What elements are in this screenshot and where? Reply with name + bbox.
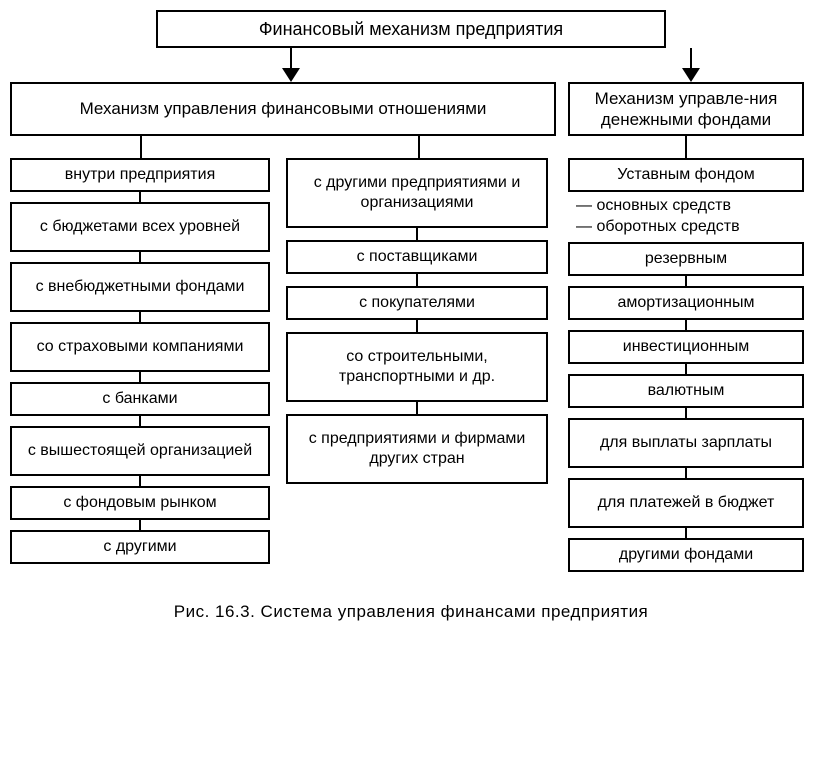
list-item: с внебюджетными фондами bbox=[10, 262, 270, 312]
list-item: с покупателями bbox=[286, 286, 548, 320]
branch-right: Механизм управле-ния денежными фондами У… bbox=[568, 82, 804, 572]
arrow-icon bbox=[282, 68, 300, 82]
list-item: со строительными, транспортными и др. bbox=[286, 332, 548, 402]
list-item: с другими пред­приятиями и орга­низациям… bbox=[286, 158, 548, 228]
figure-caption: Рис. 16.3. Система управления финансами … bbox=[10, 602, 812, 622]
list-item: с бюджетами всех уровней bbox=[10, 202, 270, 252]
list-item: валютным bbox=[568, 374, 804, 408]
left-col-1: с другими пред­приятиями и орга­низациям… bbox=[286, 158, 548, 484]
list-item: с фондовым рынком bbox=[10, 486, 270, 520]
list-item: со страховыми компаниями bbox=[10, 322, 270, 372]
diagram-root-wrap: Финансовый механизм предприятия Механизм… bbox=[10, 10, 812, 572]
list-item: резервным bbox=[568, 242, 804, 276]
root-box: Финансовый механизм предприятия bbox=[156, 10, 666, 48]
branch-left: Механизм управления финансовыми отношени… bbox=[10, 82, 556, 564]
list-item: для платежей в бюджет bbox=[568, 478, 804, 528]
branch-right-box: Механизм управле-ния денежными фондами bbox=[568, 82, 804, 136]
arrow-icon bbox=[682, 68, 700, 82]
left-col-0: внутри предприятия с бюджетами всех уров… bbox=[10, 158, 270, 564]
list-item: с банками bbox=[10, 382, 270, 416]
branches-row: Механизм управления финансовыми отношени… bbox=[10, 82, 812, 572]
list-item: амортизационным bbox=[568, 286, 804, 320]
bullet-item: — основных средств bbox=[576, 196, 796, 217]
list-item: с поставщиками bbox=[286, 240, 548, 274]
list-item: Уставным фондом bbox=[568, 158, 804, 192]
branch-left-box: Механизм управления финансовыми отношени… bbox=[10, 82, 556, 136]
list-item: для выплаты зарплаты bbox=[568, 418, 804, 468]
list-item: внутри предприятия bbox=[10, 158, 270, 192]
root-split bbox=[10, 48, 812, 82]
list-item: с другими bbox=[10, 530, 270, 564]
bullets: — основных средств — оборотных средств bbox=[568, 192, 804, 242]
list-item: другими фондами bbox=[568, 538, 804, 572]
left-columns: внутри предприятия с бюджетами всех уров… bbox=[10, 158, 556, 564]
list-item: с предприятиями и фирмами других стран bbox=[286, 414, 548, 484]
left-subsplit bbox=[10, 136, 556, 158]
list-item: инвестиционным bbox=[568, 330, 804, 364]
list-item: с вышестоящей организацией bbox=[10, 426, 270, 476]
bullet-item: — оборотных средств bbox=[576, 217, 796, 238]
